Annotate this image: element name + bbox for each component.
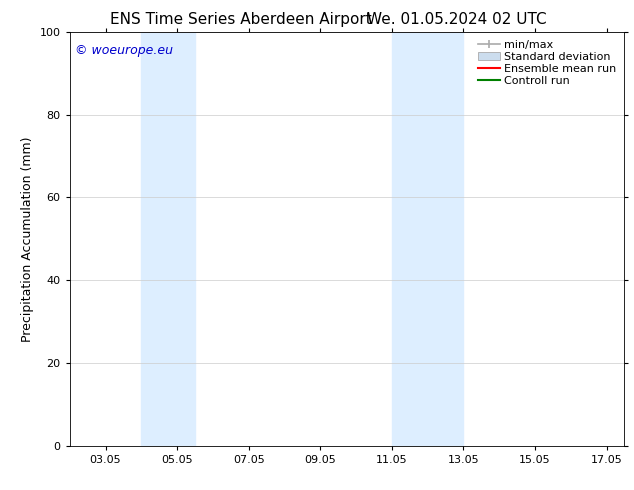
Text: We. 01.05.2024 02 UTC: We. 01.05.2024 02 UTC bbox=[366, 12, 547, 27]
Bar bbox=[141, 32, 195, 446]
Y-axis label: Precipitation Accumulation (mm): Precipitation Accumulation (mm) bbox=[21, 136, 34, 342]
Text: ENS Time Series Aberdeen Airport: ENS Time Series Aberdeen Airport bbox=[110, 12, 372, 27]
Bar bbox=[392, 32, 463, 446]
Text: © woeurope.eu: © woeurope.eu bbox=[75, 44, 173, 57]
Legend: min/max, Standard deviation, Ensemble mean run, Controll run: min/max, Standard deviation, Ensemble me… bbox=[476, 37, 619, 89]
